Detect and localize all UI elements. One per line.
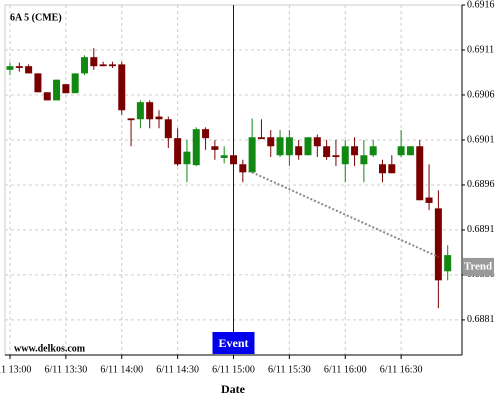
x-tick-label: 6/11 14:00 <box>100 364 143 375</box>
x-tick-label: 6/11 13:30 <box>45 364 88 375</box>
candle-body <box>369 146 377 156</box>
candle-body <box>323 146 331 158</box>
candle-body <box>379 164 386 174</box>
candle-body <box>62 84 70 94</box>
candle-body <box>332 155 340 158</box>
y-tick-label: 0.6916 <box>467 0 495 10</box>
candle-body <box>211 146 219 150</box>
trend-label-box <box>463 257 494 276</box>
x-axis-label: Date <box>221 382 246 396</box>
x-tick-label: 6/11 15:00 <box>212 364 255 375</box>
x-tick-label: 6/11 13:00 <box>0 364 31 375</box>
candle-body <box>397 146 405 156</box>
candle-body <box>108 64 116 67</box>
candle-body <box>174 138 182 165</box>
event-label: Event <box>219 336 249 350</box>
y-tick-label: 0.6901 <box>467 134 495 145</box>
candle-body <box>425 197 433 203</box>
candle-body <box>276 137 284 156</box>
candle-body <box>43 92 51 101</box>
candle-body <box>183 151 191 165</box>
candle-body <box>267 137 275 147</box>
candle-body <box>295 146 303 156</box>
candle-body <box>444 255 452 272</box>
candle-body <box>341 146 349 165</box>
candle-body <box>53 79 61 101</box>
candle-body <box>164 119 172 139</box>
watermark: www.delkos.com <box>14 343 86 354</box>
candle-body <box>257 137 265 140</box>
candle-body <box>304 137 312 156</box>
candle-body <box>118 64 126 111</box>
trend-label: Trend <box>464 260 492 272</box>
candle-body <box>25 66 33 74</box>
y-tick-label: 0.6906 <box>467 89 495 100</box>
candle-body <box>313 137 321 147</box>
candle-body <box>15 66 23 68</box>
candle-body <box>99 64 107 67</box>
y-tick-label: 0.6911 <box>467 44 494 55</box>
chart-title: 6A 5 (CME) <box>10 12 62 23</box>
candle-body <box>388 164 396 174</box>
candle-body <box>81 57 88 74</box>
event-label-box <box>212 332 255 354</box>
candle-body <box>416 146 424 201</box>
candle-body <box>136 102 144 120</box>
candle-body <box>406 146 414 156</box>
candle-body <box>6 66 14 70</box>
candle-body <box>248 137 256 173</box>
candle-body <box>146 102 154 120</box>
candle-body <box>239 164 247 173</box>
candle-body <box>34 73 42 93</box>
candle-body <box>90 57 98 67</box>
y-tick-label: 0.6896 <box>467 179 495 190</box>
x-tick-label: 6/11 16:00 <box>324 364 367 375</box>
x-tick-label: 6/11 14:30 <box>156 364 199 375</box>
candle-body <box>192 129 200 166</box>
y-tick-label: 0.6881 <box>467 314 495 325</box>
x-tick-label: 6/11 16:30 <box>380 364 423 375</box>
x-tick-label: 6/11 15:30 <box>268 364 311 375</box>
y-tick-label: 0.6891 <box>467 224 495 235</box>
candle-body <box>434 208 442 281</box>
candle-body <box>71 73 79 94</box>
candle-body <box>360 155 368 165</box>
candle-body <box>155 116 163 120</box>
candle-body <box>285 137 293 156</box>
candle-body <box>202 129 210 139</box>
candle-body <box>127 118 135 121</box>
candle-body <box>220 155 228 158</box>
candle-body <box>351 146 359 156</box>
